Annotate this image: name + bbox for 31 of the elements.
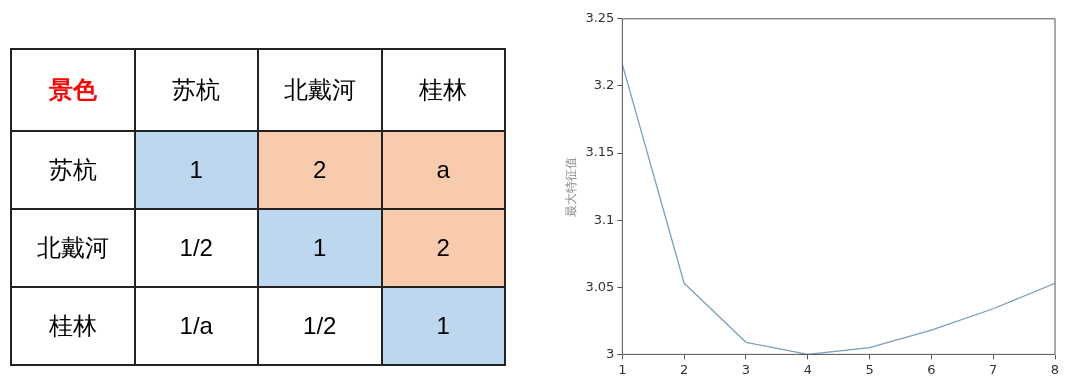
category-label: 桂林 [381, 49, 505, 131]
x-tick-label: 4 [803, 361, 812, 377]
x-tick-label: 7 [989, 361, 998, 377]
category-label: 北戴河 [36, 234, 109, 261]
y-tick-label: 3.15 [585, 144, 615, 160]
category-label: 北戴河 [258, 49, 382, 131]
x-tick-label: 5 [865, 361, 874, 377]
text: a [436, 156, 450, 183]
category-label: 苏杭 [48, 156, 97, 183]
y-tick-label: 3.05 [585, 278, 615, 294]
text: 1/a [179, 312, 213, 339]
y-tick-label: 3.25 [585, 10, 615, 26]
y-tick-label: 3.2 [593, 77, 615, 93]
y-tick-label: 3 [606, 345, 615, 361]
text: 1 [313, 234, 327, 261]
category-label: 苏杭 [134, 49, 258, 131]
category-label: 桂林 [48, 312, 97, 339]
text: 1 [436, 312, 450, 339]
x-tick-label: 8 [1050, 361, 1060, 377]
x-tick-label: 3 [741, 361, 751, 377]
text: 2 [313, 156, 327, 183]
y-axis-title: 最大特征值 [563, 156, 578, 217]
x-tick-label: 1 [618, 361, 627, 377]
y-tick-label: 3.1 [593, 211, 615, 227]
text: 2 [436, 234, 450, 261]
x-tick-label: 6 [927, 361, 936, 377]
text: 1/2 [303, 312, 337, 339]
text: 景色 [11, 49, 135, 131]
text: 1 [189, 156, 203, 183]
x-tick-label: 2 [680, 361, 689, 377]
text: 1/2 [179, 234, 213, 261]
